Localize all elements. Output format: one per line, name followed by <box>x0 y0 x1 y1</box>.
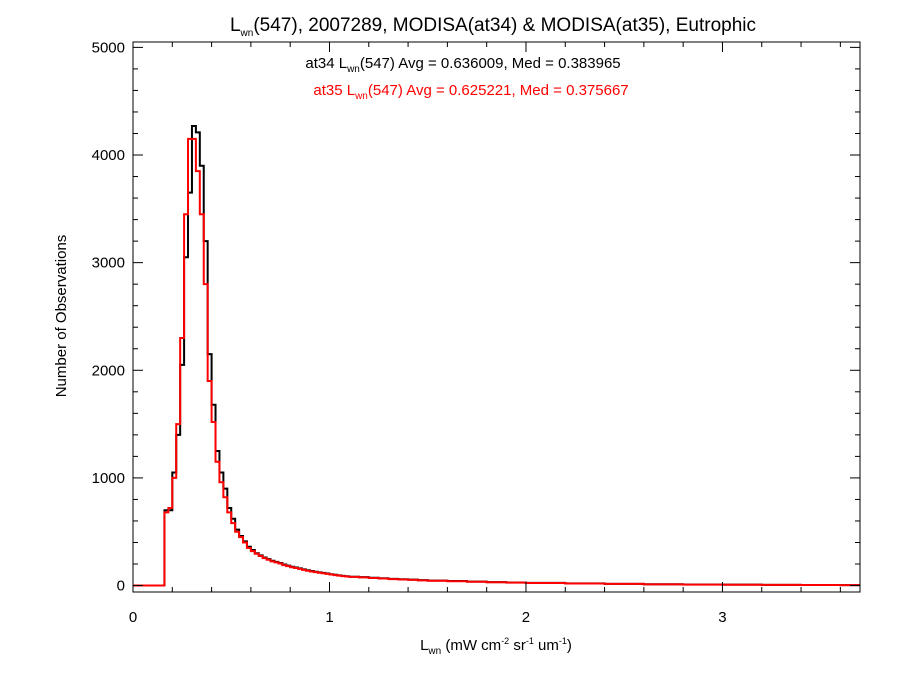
x-tick-label: 0 <box>129 609 137 626</box>
x-axis-label-symbol: L <box>420 637 428 654</box>
series-at35-line <box>133 137 860 587</box>
chart-title-main: L <box>230 15 241 36</box>
annotation-at34-stats: at34 Lwn(547) Avg = 0.636009, Med = 0.38… <box>305 55 620 75</box>
x-axis-label-sup-cm: -2 <box>501 636 509 646</box>
series-layer <box>133 124 860 587</box>
chart-title: Lwn(547), 2007289, MODISA(at34) & MODISA… <box>230 15 756 39</box>
x-axis-label-sup-um: -1 <box>559 636 567 646</box>
x-axis-label-close: ) <box>567 637 572 654</box>
x-axis-label-subscript: wn <box>427 646 441 657</box>
y-tick-label: 1000 <box>92 470 125 487</box>
y-tick-label: 5000 <box>92 39 125 56</box>
y-tick-label: 0 <box>117 578 125 595</box>
x-axis-label-unit-um: um <box>534 637 559 654</box>
annotation-at35-subscript: wn <box>354 91 368 102</box>
x-axis-label: Lwn (mW cm-2 sr-1 um-1) <box>420 636 572 657</box>
plot-frame <box>132 41 861 593</box>
x-tick-label: 2 <box>522 609 530 626</box>
chart-title-rest: (547), 2007289, MODISA(at34) & MODISA(at… <box>253 15 756 36</box>
y-tick-label: 4000 <box>92 147 125 164</box>
y-axis-label: Number of Observations <box>53 235 70 398</box>
x-tick-label: 1 <box>325 609 333 626</box>
annotation-at35-values: (547) Avg = 0.625221, Med = 0.375667 <box>368 82 629 99</box>
y-tick-label: 3000 <box>92 255 125 272</box>
annotation-at34-subscript: wn <box>346 64 360 75</box>
tick-labels-layer: 0 1 2 3 0 1000 2000 3000 4000 5000 <box>92 39 727 626</box>
annotation-at34-prefix: at34 L <box>305 55 347 72</box>
x-axis-label-unit-sr: sr <box>509 637 526 654</box>
y-tick-label: 2000 <box>92 362 125 379</box>
annotation-at35-prefix: at35 L <box>313 82 355 99</box>
series-at34-line <box>133 124 860 587</box>
x-axis-label-sup-sr: -1 <box>526 636 534 646</box>
annotation-at34-values: (547) Avg = 0.636009, Med = 0.383965 <box>360 55 621 72</box>
x-tick-label: 3 <box>718 609 726 626</box>
ticks-layer <box>132 42 860 592</box>
chart-title-subscript: wn <box>240 28 254 39</box>
x-axis-label-unit-mw: (mW cm <box>441 637 501 654</box>
annotation-at35-stats: at35 Lwn(547) Avg = 0.625221, Med = 0.37… <box>313 82 628 102</box>
